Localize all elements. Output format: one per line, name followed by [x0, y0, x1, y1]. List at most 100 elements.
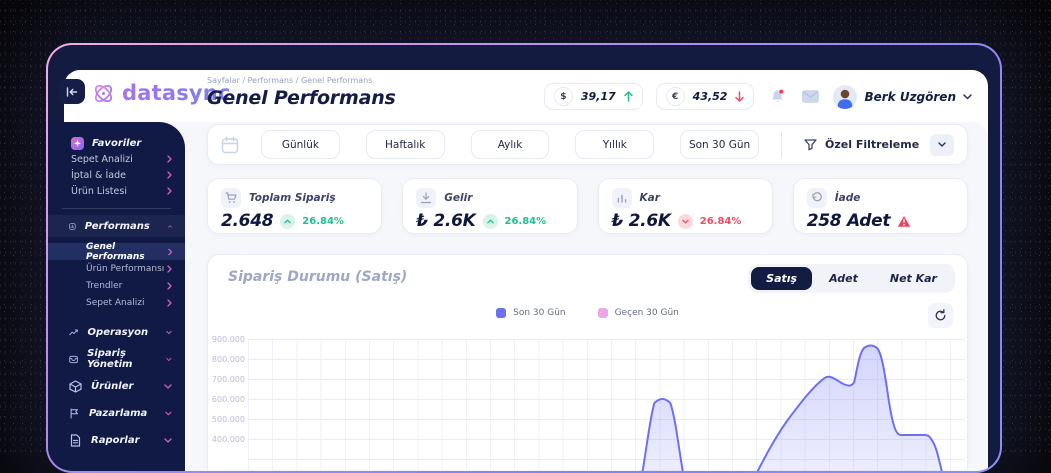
period-son30gun[interactable]: Son 30 Gün	[680, 130, 759, 159]
sidebar-item-label: İptal & İade	[71, 169, 126, 181]
chevron-down-icon	[166, 330, 172, 334]
period-aylik[interactable]: Aylık	[470, 130, 550, 159]
user-menu[interactable]: Berk Uzgören	[833, 84, 972, 109]
custom-filter-chevron[interactable]	[930, 133, 954, 156]
trend-up-icon	[280, 213, 296, 229]
sidebar-subitem-label: Trendler	[86, 280, 123, 291]
stat-change: 26.84%	[699, 215, 742, 227]
main-content: Günlük Haftalık Aylık Yıllık Son 30 Gün …	[64, 122, 988, 471]
stat-card-toplam-siparis[interactable]: Toplam Sipariş 2.648 26.84%	[207, 178, 383, 234]
app-logo[interactable]: datasync	[92, 81, 231, 105]
legend-gecen-30-gun[interactable]: Geçen 30 Gün	[597, 308, 679, 318]
app-panel: datasync Sayfalar / Performans / Genel P…	[64, 70, 988, 471]
usd-rate-widget[interactable]: $ 39,17	[543, 83, 643, 110]
section-label: Pazarlama	[88, 407, 148, 419]
page-title: Genel Performans	[207, 87, 396, 109]
period-haftalik[interactable]: Haftalık	[365, 130, 445, 159]
y-axis-label: 800.000	[211, 355, 245, 364]
chart-plot-area[interactable]	[248, 339, 965, 471]
urunler-icon	[69, 379, 82, 393]
operasyon-icon	[69, 328, 78, 335]
legend-son-30-gun[interactable]: Son 30 Gün	[496, 308, 566, 318]
eur-value: 43,52	[692, 90, 728, 103]
custom-filter-button[interactable]: Özel Filtreleme	[804, 133, 954, 156]
sidebar-subitem-sepet-analizi[interactable]: Sepet Analizi	[48, 294, 185, 311]
tab-netkar[interactable]: Net Kar	[889, 272, 937, 285]
tab-satis[interactable]: Satış	[751, 267, 813, 290]
stat-change: 26.84%	[302, 215, 344, 227]
sidebar-item-sepet-analizi[interactable]: Sepet Analizi	[48, 151, 185, 167]
sidebar-section-raporlar[interactable]: Raporlar	[48, 431, 185, 449]
sidebar-section-performans[interactable]: Performans	[48, 215, 185, 237]
y-axis-label: 900.000	[211, 335, 245, 344]
app-window: datasync Sayfalar / Performans / Genel P…	[48, 45, 1000, 471]
stat-value: 258 Adet	[806, 211, 891, 231]
stat-card-iade[interactable]: İade 258 Adet	[792, 178, 968, 234]
messages-button[interactable]	[800, 87, 820, 107]
funnel-icon	[804, 138, 817, 150]
sidebar-subitem-trendler[interactable]: Trendler	[48, 277, 185, 294]
stat-change: 26.84%	[504, 215, 547, 227]
sidebar-item-iptal-iade[interactable]: İptal & İade	[48, 167, 185, 183]
warning-icon	[898, 215, 911, 227]
favorites-icon	[71, 136, 84, 150]
y-axis-label: 600.000	[211, 395, 245, 404]
chart-tabs: Satış Adet Net Kar	[748, 264, 955, 293]
stat-label: Kar	[639, 192, 660, 204]
chevron-right-icon	[167, 264, 172, 273]
notifications-button[interactable]	[767, 87, 787, 107]
raporlar-icon	[70, 433, 81, 447]
sidebar-subitem-genel-performans[interactable]: Genel Performans	[48, 241, 185, 262]
stat-label: Gelir	[444, 192, 473, 204]
eur-symbol: €	[665, 87, 685, 106]
refresh-button[interactable]	[928, 303, 953, 328]
chevron-right-icon	[167, 248, 172, 255]
sidebar-subitem-urun-performansi[interactable]: Ürün Performansı	[48, 260, 185, 277]
period-filter-bar: Günlük Haftalık Aylık Yıllık Son 30 Gün …	[207, 124, 968, 165]
section-label: Operasyon	[87, 326, 149, 338]
chevron-right-icon	[167, 281, 172, 290]
section-label: Sipariş Yönetim	[87, 348, 133, 370]
sidebar-collapsed-sections: Operasyon Sipariş Yönetim Ürünler Pazarl…	[48, 323, 185, 449]
stat-card-kar[interactable]: Kar ₺ 2.6K 26.84%	[597, 178, 773, 234]
mail-icon	[801, 90, 819, 103]
trend-down-icon	[677, 213, 693, 229]
sidebar-section-urunler[interactable]: Ürünler	[48, 377, 185, 395]
stat-value: ₺ 2.6K	[416, 211, 476, 231]
user-name: Berk Uzgören	[864, 89, 956, 104]
filter-divider	[781, 131, 782, 158]
section-label: Performans	[84, 220, 150, 232]
usd-symbol: $	[553, 87, 573, 106]
sidebar-subitem-label: Genel Performans	[86, 241, 145, 262]
sidebar-item-urun-listesi[interactable]: Ürün Listesi	[48, 183, 185, 199]
sidebar-section-siparis-yonetim[interactable]: Sipariş Yönetim	[48, 348, 185, 370]
chevron-down-icon	[165, 411, 172, 415]
sidebar-section-pazarlama[interactable]: Pazarlama	[48, 404, 185, 422]
legend-swatch-pink	[597, 308, 608, 318]
avatar	[833, 84, 858, 109]
chevron-down-icon	[938, 142, 946, 147]
chevron-down-icon	[164, 437, 172, 443]
custom-filter-label: Özel Filtreleme	[825, 138, 920, 151]
stat-label: Toplam Sipariş	[249, 192, 336, 204]
stat-card-gelir[interactable]: Gelir ₺ 2.6K 26.84%	[402, 178, 578, 234]
chevron-down-icon	[166, 357, 172, 361]
sidebar-collapse-button[interactable]	[58, 79, 85, 104]
eur-rate-widget[interactable]: € 43,52	[655, 83, 755, 110]
calendar-icon	[221, 135, 239, 153]
performans-icon	[69, 222, 76, 230]
app-name: datasync	[122, 81, 231, 105]
refresh-icon	[935, 309, 946, 321]
period-yillik[interactable]: Yıllık	[575, 130, 655, 159]
period-pills: Günlük Haftalık Aylık Yıllık Son 30 Gün	[261, 130, 759, 159]
period-gunluk[interactable]: Günlük	[261, 130, 340, 159]
bell-icon	[772, 89, 784, 102]
sidebar-subitem-label: Ürün Performansı	[86, 263, 165, 274]
sidebar-section-operasyon[interactable]: Operasyon	[48, 323, 185, 341]
chevron-right-icon	[167, 298, 172, 307]
sidebar-divider	[62, 208, 171, 209]
arrow-down-icon	[735, 91, 745, 102]
tab-adet[interactable]: Adet	[829, 272, 858, 285]
cart-icon	[221, 188, 241, 208]
chevron-down-icon	[164, 383, 172, 389]
